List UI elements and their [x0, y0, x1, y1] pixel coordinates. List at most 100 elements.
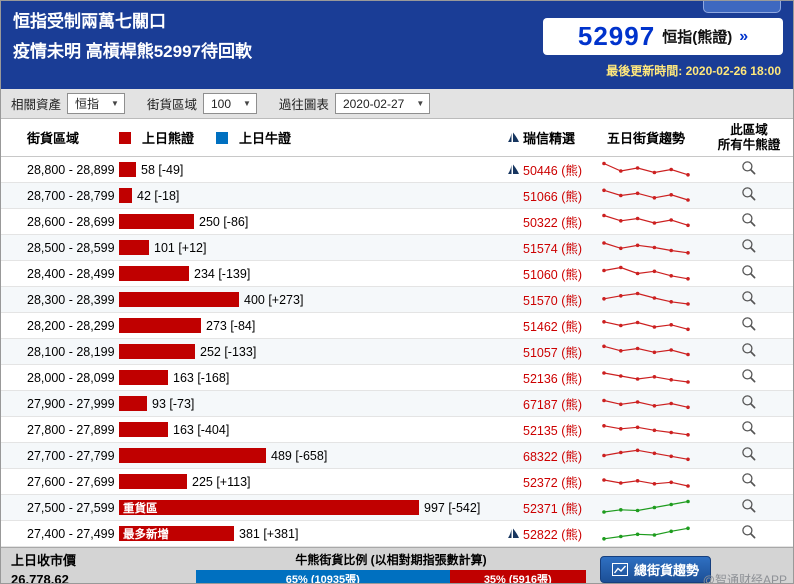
bar-cell: 93 [-73] — [119, 396, 507, 411]
cs-picks-header-label: 瑞信精選 — [523, 131, 576, 146]
cs-pick-value[interactable]: 50446 (熊) — [523, 164, 583, 178]
index-number: 52997 — [577, 21, 656, 51]
zoom-cell — [705, 524, 793, 543]
bear-bar: 最多新增 — [119, 526, 234, 541]
bar-cell: 163 [-404] — [119, 422, 507, 437]
cs-pick-cell: 51066 (熊) — [507, 186, 587, 205]
five-day-sparkline — [602, 448, 690, 462]
magnifier-icon[interactable] — [741, 420, 757, 439]
cs-pick-value[interactable]: 51574 (熊) — [523, 242, 583, 256]
price-range: 28,600 - 28,699 — [27, 214, 115, 229]
cs-pick-value[interactable]: 51462 (熊) — [523, 320, 583, 334]
five-day-sparkline — [602, 478, 690, 488]
bar-tag: 最多新增 — [123, 528, 169, 541]
table-row: 28,800 - 28,899 58 [-49] 50446 (熊) — [1, 157, 793, 183]
cs-pick-value[interactable]: 52822 (熊) — [523, 528, 583, 542]
bear-bar: 重貨區 — [119, 500, 419, 515]
index-quote-link[interactable]: 52997 恒指(熊證) » — [543, 18, 783, 55]
legend: 上日熊證 上日牛證 — [119, 128, 507, 147]
magnifier-icon[interactable] — [741, 498, 757, 517]
bear-bar — [119, 240, 149, 255]
cs-pick-value[interactable]: 51057 (熊) — [523, 346, 583, 360]
cs-pick-cell: 67187 (熊) — [507, 394, 587, 413]
table-row: 27,900 - 27,999 93 [-73] 67187 (熊) — [1, 391, 793, 417]
trend-cell — [587, 263, 705, 284]
bar-value-label: 381 [+381] — [239, 526, 299, 541]
zoom-cell — [705, 160, 793, 179]
magnifier-icon[interactable] — [741, 368, 757, 387]
bar-cell: 最多新增 381 [+381] — [119, 526, 507, 541]
magnifier-icon[interactable] — [741, 212, 757, 231]
bar-value-label: 400 [+273] — [244, 292, 304, 307]
table-row: 27,800 - 27,899 163 [-404] 52135 (熊) — [1, 417, 793, 443]
bar-cell: 101 [+12] — [119, 240, 507, 255]
col-header-all-cbbc: 此區域 所有牛熊證 — [717, 122, 781, 152]
five-day-sparkline — [602, 424, 690, 437]
cs-pick-value[interactable]: 51570 (熊) — [523, 294, 583, 308]
price-range: 27,400 - 27,499 — [27, 526, 115, 541]
bear-bar — [119, 474, 187, 489]
partial-top-right-button[interactable] — [703, 1, 781, 13]
five-day-sparkline — [602, 241, 690, 255]
zoom-cell — [705, 316, 793, 335]
table-row: 28,100 - 28,199 252 [-133] 51057 (熊) — [1, 339, 793, 365]
table-row: 28,700 - 28,799 42 [-18] 51066 (熊) — [1, 183, 793, 209]
cs-pick-value[interactable]: 51066 (熊) — [523, 190, 583, 204]
bar-value-label: 58 [-49] — [141, 162, 184, 177]
magnifier-icon[interactable] — [741, 238, 757, 257]
five-day-sparkline — [602, 526, 690, 541]
cs-pick-value[interactable]: 68322 (熊) — [523, 450, 583, 464]
cs-pick-value[interactable]: 67187 (熊) — [523, 398, 583, 412]
price-range: 28,000 - 28,099 — [27, 370, 115, 385]
table-row: 28,400 - 28,499 234 [-139] 51060 (熊) — [1, 261, 793, 287]
table-row: 28,200 - 28,299 273 [-84] 51462 (熊) — [1, 313, 793, 339]
col-header-cs-picks: 瑞信精選 — [507, 128, 587, 147]
headline-line1: 恒指受制兩萬七關口 — [13, 12, 166, 31]
trend-cell — [587, 367, 705, 388]
magnifier-icon[interactable] — [741, 186, 757, 205]
magnifier-icon[interactable] — [741, 472, 757, 491]
price-range: 28,100 - 28,199 — [27, 344, 115, 359]
five-day-sparkline — [602, 161, 690, 177]
cs-pick-cell: 51462 (熊) — [507, 316, 587, 335]
zoom-cell — [705, 290, 793, 309]
bar-cell: 252 [-133] — [119, 344, 507, 359]
zone-filter-select[interactable]: 100 ▼ — [202, 93, 257, 114]
cs-pick-value[interactable]: 52371 (熊) — [523, 502, 583, 516]
cs-pick-value[interactable]: 52372 (熊) — [523, 476, 583, 490]
asset-filter-select[interactable]: 恒指 ▼ — [67, 93, 125, 114]
history-chart-value: 2020-02-27 — [342, 96, 405, 111]
total-outstanding-trend-button[interactable]: 總街貨趨勢 — [599, 556, 711, 583]
cs-pick-value[interactable]: 52135 (熊) — [523, 424, 583, 438]
bar-cell: 489 [-658] — [119, 448, 507, 463]
bar-value-label: 489 [-658] — [271, 448, 328, 463]
trend-cell — [587, 185, 705, 206]
cs-pick-cell: 52822 (熊) — [507, 524, 587, 543]
bull-legend-swatch — [216, 131, 229, 144]
last-update-time: 最後更新時間: 2020-02-26 18:00 — [606, 64, 781, 78]
five-day-sparkline — [602, 320, 690, 332]
magnifier-icon[interactable] — [741, 524, 757, 543]
magnifier-icon[interactable] — [741, 160, 757, 179]
cs-pick-cell: 52372 (熊) — [507, 472, 587, 491]
cs-pick-value[interactable]: 51060 (熊) — [523, 268, 583, 282]
five-day-sparkline — [602, 398, 690, 410]
bar-cell: 400 [+273] — [119, 292, 507, 307]
headline-line2: 疫情未明 高槓桿熊52997待回軟 — [13, 42, 252, 61]
magnifier-icon[interactable] — [741, 446, 757, 465]
magnifier-icon[interactable] — [741, 342, 757, 361]
ratio-title: 牛熊街貨比例 (以相對期指張數計算) — [295, 553, 487, 567]
magnifier-icon[interactable] — [741, 264, 757, 283]
bar-value-label: 273 [-84] — [206, 318, 256, 333]
history-chart-select[interactable]: 2020-02-27 ▼ — [334, 93, 431, 114]
bar-cell: 250 [-86] — [119, 214, 507, 229]
magnifier-icon[interactable] — [741, 316, 757, 335]
magnifier-icon[interactable] — [741, 290, 757, 309]
five-day-sparkline — [602, 371, 690, 384]
bear-bar — [119, 448, 266, 463]
cs-pick-value[interactable]: 50322 (熊) — [523, 216, 583, 230]
bar-cell: 273 [-84] — [119, 318, 507, 333]
cs-pick-value[interactable]: 52136 (熊) — [523, 372, 583, 386]
magnifier-icon[interactable] — [741, 394, 757, 413]
